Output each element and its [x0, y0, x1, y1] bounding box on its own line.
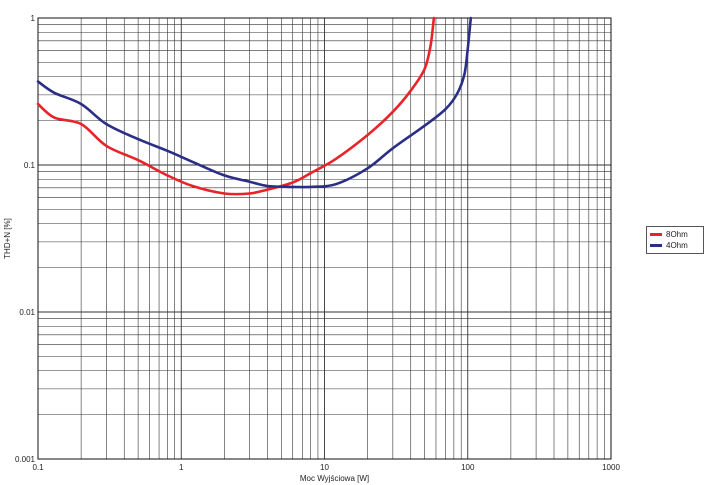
legend-label-8ohm: 8Ohm — [666, 230, 688, 239]
x-axis-label: Moc Wyjściowa [W] — [300, 474, 369, 483]
x-tick-label: 0.1 — [32, 463, 44, 472]
x-tick-label: 1 — [179, 463, 184, 472]
y-tick-label: 0.1 — [24, 161, 36, 170]
y-tick-label: 1 — [31, 14, 36, 23]
legend-swatch-8ohm — [650, 233, 662, 236]
grid-lines — [37, 18, 611, 460]
y-axis-label: THD+N [%] — [3, 218, 12, 259]
y-tick-label: 0.01 — [19, 308, 35, 317]
x-tick-label: 100 — [461, 463, 475, 472]
x-tick-label: 1000 — [602, 463, 620, 472]
legend-label-4ohm: 4Ohm — [666, 241, 688, 250]
legend-item-8ohm: 8Ohm — [650, 229, 700, 240]
series-lines — [36, 16, 473, 196]
plot-frame — [37, 17, 612, 460]
series-line-8ohm — [36, 16, 436, 196]
x-tick-labels: 0.1 1 10 100 1000 — [32, 463, 620, 472]
y-tick-label: 0.001 — [15, 455, 36, 464]
x-tick-label: 10 — [320, 463, 329, 472]
legend-item-4ohm: 4Ohm — [650, 240, 700, 251]
legend-swatch-4ohm — [650, 244, 662, 247]
series-line-4ohm — [36, 16, 473, 189]
legend: 8Ohm 4Ohm — [646, 226, 704, 254]
y-tick-labels: 0.001 0.01 0.1 1 — [15, 14, 36, 464]
